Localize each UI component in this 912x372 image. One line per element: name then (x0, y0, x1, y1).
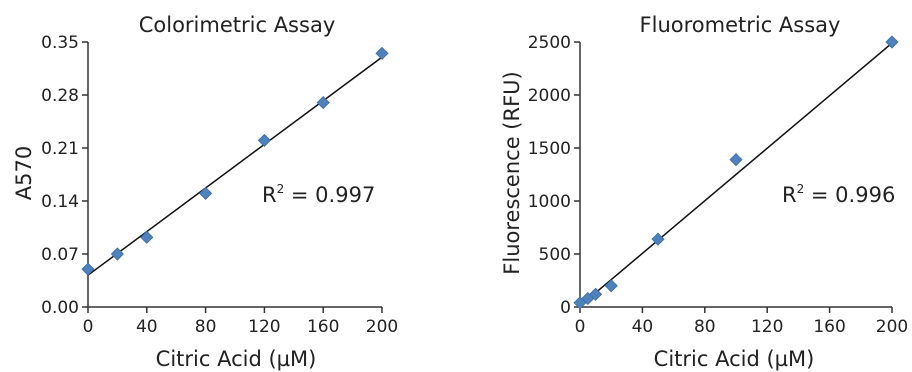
fluorometric-y-tick-label: 1500 (528, 139, 571, 159)
colorimetric-r2-superscript: 2 (277, 182, 285, 196)
fluorometric-data-point (729, 153, 743, 167)
fluorometric-r2-annotation: R2 = 0.996 (782, 182, 895, 207)
fluorometric-data-point (885, 35, 899, 49)
colorimetric-y-tick-label: 0.07 (41, 245, 79, 265)
fluorometric-trendline (579, 42, 893, 307)
colorimetric-y-tick-label: 0.21 (41, 139, 79, 159)
colorimetric-y-tick-label: 0.35 (41, 33, 79, 53)
fluorometric-x-tick-label: 80 (694, 317, 716, 337)
fluorometric-x-tick-label: 160 (813, 317, 845, 337)
fluorometric-y-tick-label: 2000 (528, 86, 571, 106)
colorimetric-x-tick-label: 0 (83, 317, 94, 337)
colorimetric-data-point (375, 46, 389, 60)
colorimetric-x-tick-label: 160 (307, 317, 339, 337)
fluorometric-x-tick-label: 0 (575, 317, 586, 337)
colorimetric-data-point (110, 247, 124, 261)
fluorometric-x-tick-label: 40 (632, 317, 654, 337)
colorimetric-x-ticks: 0 40 80 120 160 200 (83, 307, 398, 337)
fluorometric-y-axis-label: Fluorescence (RFU) (500, 71, 524, 274)
colorimetric-x-tick-label: 200 (366, 317, 398, 337)
colorimetric-x-axis-label: Citric Acid (µM) (156, 347, 317, 371)
fluorometric-r2-base: R (782, 183, 797, 207)
colorimetric-x-tick-label: 120 (248, 317, 280, 337)
colorimetric-y-tick-label: 0.28 (41, 86, 79, 106)
fluorometric-x-tick-label: 120 (751, 317, 783, 337)
fluorometric-r2-superscript: 2 (797, 182, 805, 196)
fluorometric-y-tick-label: 0 (560, 298, 571, 318)
fluorometric-data-point (604, 279, 618, 293)
colorimetric-points (81, 46, 389, 276)
colorimetric-data-point (199, 186, 213, 200)
colorimetric-y-tick-label: 0.00 (41, 298, 79, 318)
colorimetric-y-ticks: 0.00 0.07 0.14 0.21 0.28 0.35 (41, 33, 88, 318)
fluorometric-points (573, 35, 899, 310)
colorimetric-x-tick-label: 40 (136, 317, 158, 337)
colorimetric-data-point (81, 262, 95, 276)
fluorometric-x-tick-label: 200 (876, 317, 908, 337)
fluorometric-chart: Fluorometric Assay Fluorescence (RFU) Ci… (500, 13, 908, 371)
colorimetric-data-point (140, 230, 154, 244)
colorimetric-r2-annotation: R2 = 0.997 (262, 182, 375, 207)
fluorometric-x-ticks: 0 40 80 120 160 200 (575, 307, 908, 337)
colorimetric-data-point (257, 133, 271, 147)
colorimetric-chart: Colorimetric Assay A570 Citric Acid (µM)… (12, 13, 398, 371)
fluorometric-y-tick-label: 2500 (528, 33, 571, 53)
fluorometric-x-axis-label: Citric Acid (µM) (654, 347, 815, 371)
fluorometric-r2-value: = 0.996 (804, 183, 895, 207)
fluorometric-y-tick-label: 500 (539, 245, 571, 265)
colorimetric-r2-base: R (262, 183, 277, 207)
fluorometric-y-ticks: 0 500 1000 1500 2000 2500 (528, 33, 580, 318)
colorimetric-title: Colorimetric Assay (139, 13, 336, 37)
fluorometric-title: Fluorometric Assay (640, 13, 841, 37)
colorimetric-y-axis-label: A570 (12, 146, 36, 200)
fluorometric-data-point (589, 287, 603, 301)
colorimetric-data-point (316, 96, 330, 110)
colorimetric-y-tick-label: 0.14 (41, 192, 79, 212)
colorimetric-x-tick-label: 80 (195, 317, 217, 337)
fluorometric-y-tick-label: 1000 (528, 192, 571, 212)
colorimetric-r2-value: = 0.997 (284, 183, 375, 207)
fluorometric-data-point (651, 232, 665, 246)
colorimetric-trendline (87, 56, 383, 276)
